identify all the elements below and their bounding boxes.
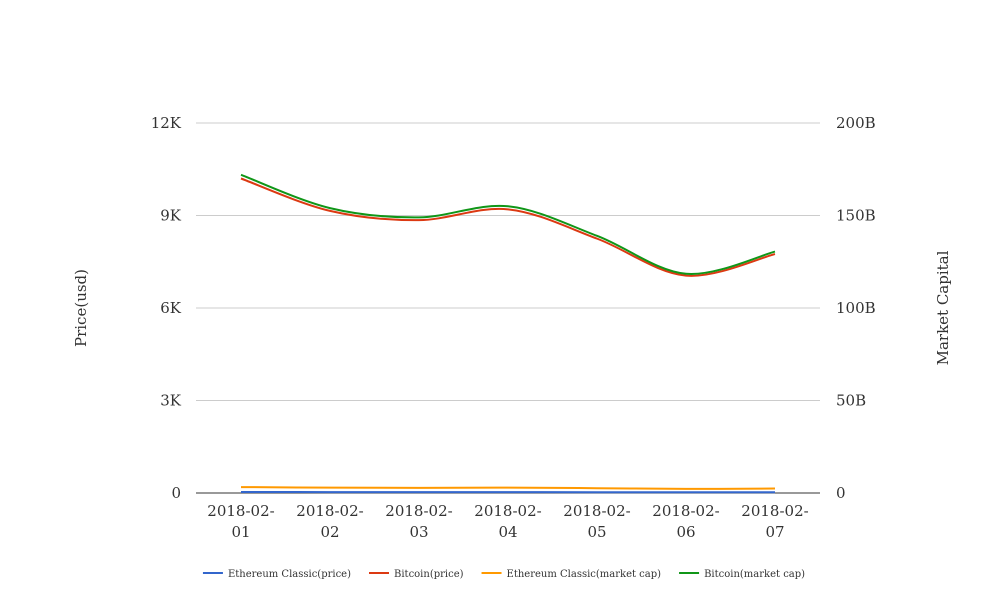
left-tick-label: 0 <box>171 484 181 502</box>
right-tick-label: 200B <box>836 114 876 132</box>
x-tick-label: 2018-02-04 <box>474 502 541 541</box>
right-axis-title: Market Capital <box>934 250 952 365</box>
left-tick-label: 6K <box>160 299 182 317</box>
right-tick-label: 50B <box>836 392 866 410</box>
x-tick-label: 2018-02-07 <box>741 502 808 541</box>
legend-label: Bitcoin(market cap) <box>704 569 805 580</box>
legend: Ethereum Classic(price) Bitcoin(price) Eth… <box>202 569 805 580</box>
legend-item[interactable]: Ethereum Classic(market cap) <box>481 569 662 580</box>
right-tick-label: 0 <box>836 484 846 502</box>
legend-label: Ethereum Classic(price) <box>228 569 351 580</box>
x-tick-label: 2018-02-02 <box>296 502 363 541</box>
x-tick-label: 2018-02-01 <box>207 502 274 541</box>
legend-label: Bitcoin(price) <box>394 569 464 580</box>
legend-item[interactable]: Ethereum Classic(price) <box>202 569 351 580</box>
series-line <box>240 173 776 275</box>
x-tick-label: 2018-02-05 <box>563 502 630 541</box>
right-tick-label: 150B <box>836 207 876 225</box>
x-axis-ticks: 2018-02-01 2018-02-02 2018-02-03 2018-02-04… <box>207 502 808 541</box>
left-axis-title: Price(usd) <box>72 269 90 347</box>
series-line <box>240 177 776 277</box>
gridlines <box>196 122 820 494</box>
left-tick-label: 12K <box>151 114 182 132</box>
x-tick-label: 2018-02-03 <box>385 502 452 541</box>
left-axis-ticks: 0 3K 6K 9K 12K <box>151 114 182 502</box>
left-tick-label: 3K <box>160 392 182 410</box>
right-tick-label: 100B <box>836 299 876 317</box>
legend-item[interactable]: Bitcoin(market cap) <box>679 569 805 580</box>
right-axis-ticks: 0 50B 100B 150B 200B <box>836 114 876 502</box>
legend-label: Ethereum Classic(market cap) <box>507 569 662 580</box>
series-lines <box>240 173 776 494</box>
series-line <box>240 486 776 490</box>
x-tick-label: 2018-02-06 <box>652 502 719 541</box>
legend-item[interactable]: Bitcoin(price) <box>369 569 464 580</box>
left-tick-label: 9K <box>160 207 182 225</box>
